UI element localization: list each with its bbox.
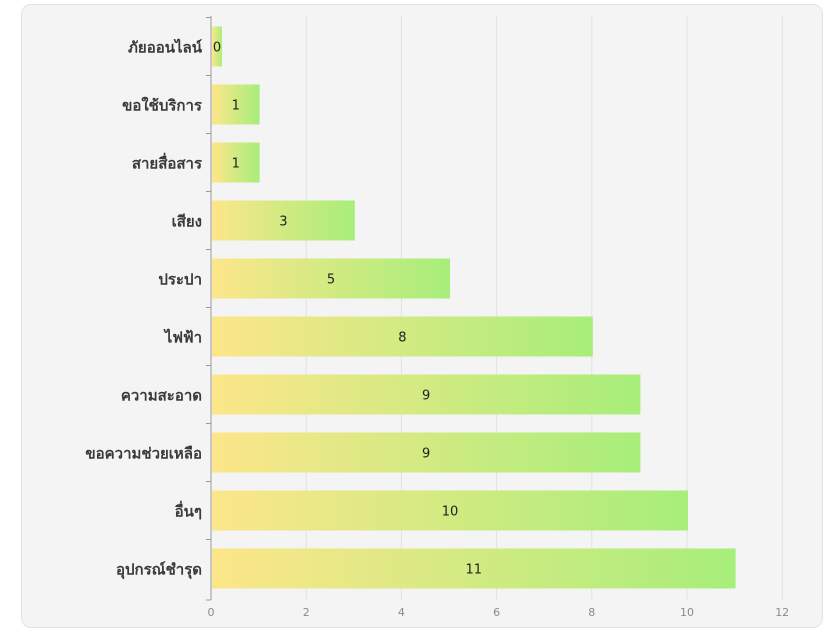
x-tick-label: 0 (208, 606, 215, 619)
bar-value-label: 5 (327, 273, 335, 288)
bar (212, 26, 222, 67)
bar-value-label: 8 (398, 331, 406, 346)
bar (212, 374, 641, 415)
bar (212, 258, 450, 299)
x-tick-label: 12 (775, 606, 789, 619)
category-label: เสียง (172, 213, 202, 231)
category-label: ภัยออนไลน์ (128, 38, 203, 57)
bar-value-label: 9 (422, 389, 430, 404)
bar-value-label: 10 (442, 505, 459, 520)
bar (212, 490, 688, 531)
bar-layer (212, 26, 736, 589)
bar (212, 84, 260, 125)
category-label: สายสื่อสาร (132, 153, 203, 173)
x-tick-label: 4 (398, 606, 405, 619)
category-label: ขอใช้บริการ (122, 97, 203, 115)
bar (212, 548, 736, 589)
x-tick-label: 6 (493, 606, 500, 619)
bar-value-label: 9 (422, 447, 430, 462)
category-label: อื่นๆ (175, 501, 202, 521)
label-layer: 0 ภัยออนไลน์ 1 ขอใช้บริการ 1 สายสื่อสาร 3 เสียง… (85, 38, 482, 580)
bar-value-label: 3 (279, 215, 287, 230)
bar (212, 200, 355, 241)
x-tick-label: 2 (303, 606, 310, 619)
bar-value-label: 0 (213, 41, 221, 56)
bar-value-label: 1 (232, 99, 240, 114)
x-tick-label: 10 (680, 606, 694, 619)
category-label: ความสะอาด (121, 387, 202, 405)
bar (212, 142, 260, 183)
bar-value-label: 11 (466, 563, 483, 578)
category-label: ขอความช่วยเหลือ (85, 445, 202, 463)
category-label: ประปา (158, 271, 202, 289)
category-label: อุปกรณ์ชำรุด (116, 561, 202, 580)
category-label: ไฟฟ้า (163, 328, 202, 347)
bar (212, 432, 641, 473)
axis-layer: 0 2 4 6 8 10 12 (206, 16, 789, 619)
bar (212, 316, 593, 357)
x-tick-label: 8 (588, 606, 595, 619)
bar-value-label: 1 (232, 157, 240, 172)
